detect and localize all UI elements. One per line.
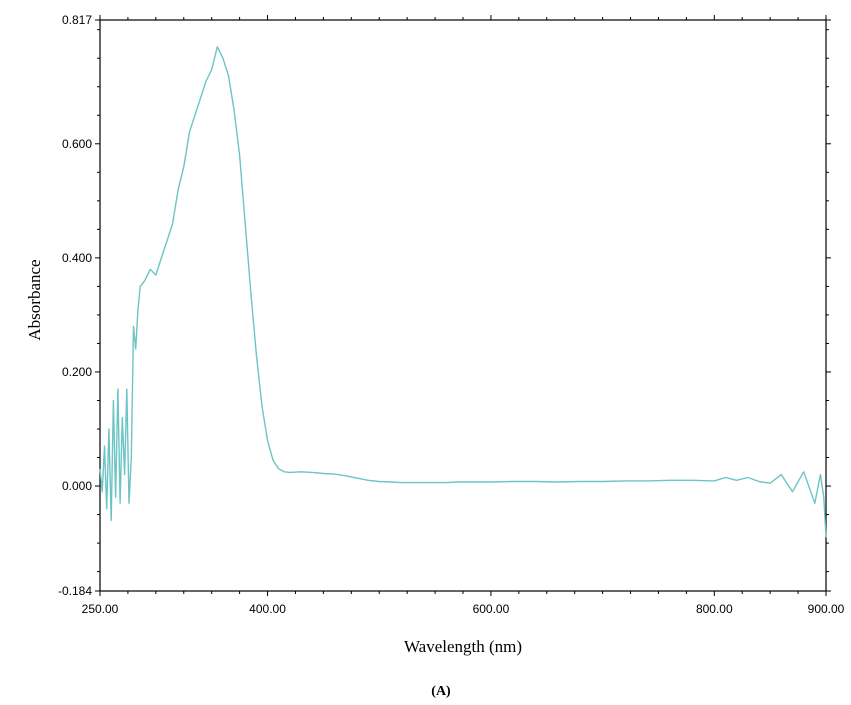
y-tick-label: 0.817 [62, 13, 92, 27]
x-tick-label: 600.00 [473, 602, 510, 616]
x-tick-label: 400.00 [249, 602, 286, 616]
y-axis-title: Absorbance [25, 259, 44, 340]
y-tick-label: 0.400 [62, 251, 92, 265]
y-tick-label: -0.184 [58, 584, 92, 598]
y-axis: 0.817 0.600 0.400 0.200 0.000 -0.184 [58, 13, 831, 598]
y-tick-label: 0.000 [62, 479, 92, 493]
x-axis: 250.00 400.00 600.00 800.00 900.00 [82, 15, 845, 616]
x-tick-label: 250.00 [82, 602, 119, 616]
x-axis-title: Wavelength (nm) [404, 637, 522, 656]
panel-label: (A) [431, 684, 451, 699]
x-tick-label: 800.00 [696, 602, 733, 616]
y-tick-label: 0.200 [62, 365, 92, 379]
series-line-0 [99, 46, 827, 538]
plot-frame [99, 19, 827, 592]
x-tick-label: 900.00 [808, 602, 845, 616]
y-tick-label: 0.600 [62, 137, 92, 151]
series-layer [99, 46, 827, 538]
